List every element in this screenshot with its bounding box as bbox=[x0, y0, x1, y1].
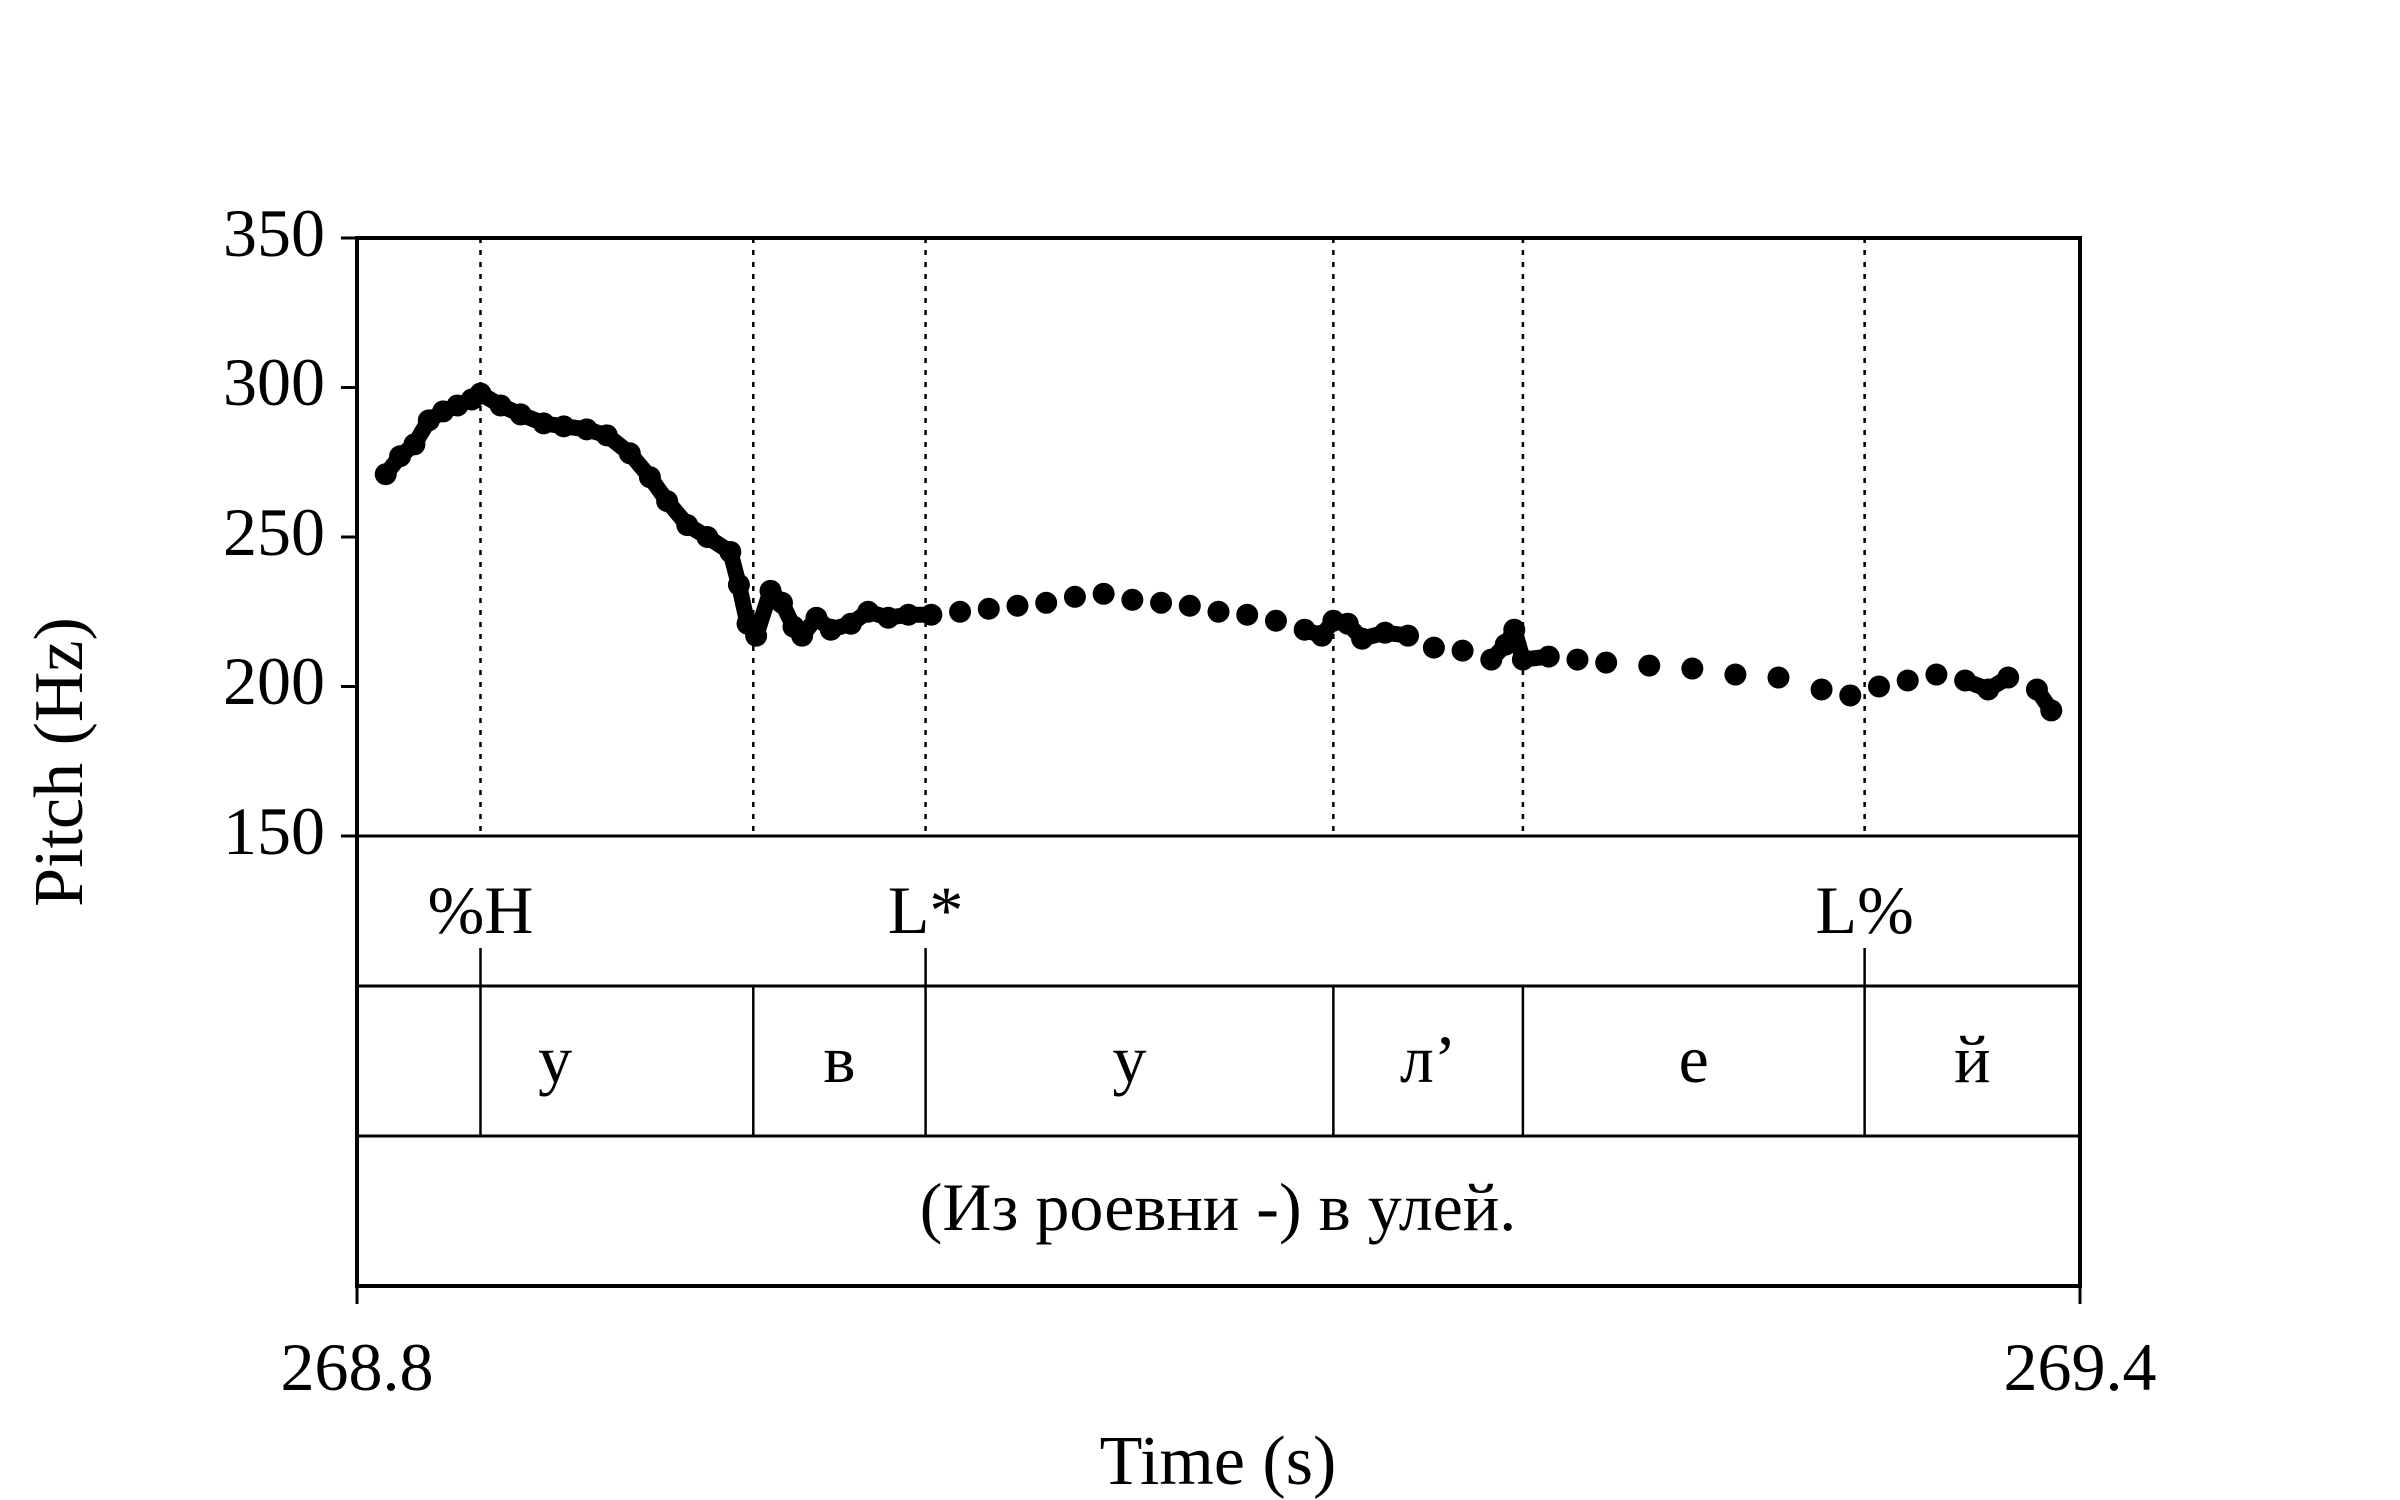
pitch-point bbox=[1925, 663, 1948, 686]
pitch-point bbox=[1422, 636, 1445, 659]
segment-label: у bbox=[1112, 1021, 1146, 1097]
pitch-point bbox=[1207, 600, 1230, 623]
pitch-point bbox=[1006, 594, 1029, 617]
pitch-point bbox=[1121, 588, 1144, 611]
pitch-contour-segment bbox=[1514, 648, 1557, 668]
phrase-label: (Из роевни -) в улей. bbox=[920, 1169, 1516, 1245]
segment-label: л’ bbox=[1400, 1021, 1457, 1097]
x-tick-label: 269.4 bbox=[2004, 1329, 2157, 1405]
tone-label: L% bbox=[1816, 872, 1914, 948]
pitch-point bbox=[1035, 591, 1058, 614]
pitch-point bbox=[1451, 639, 1474, 662]
y-tick-label: 250 bbox=[223, 494, 325, 570]
x-axis-title: Time (s) bbox=[1100, 1423, 1337, 1500]
pitch-point bbox=[1178, 594, 1201, 617]
pitch-point bbox=[1092, 582, 1115, 605]
y-tick-label: 300 bbox=[223, 344, 325, 420]
pitch-points-layer bbox=[374, 382, 2063, 722]
pitch-point bbox=[949, 600, 972, 623]
pitch-point bbox=[1264, 609, 1287, 632]
segment-label: е bbox=[1679, 1021, 1709, 1097]
pitch-point bbox=[977, 597, 1000, 620]
chart-frame bbox=[355, 236, 2082, 1288]
pitch-point bbox=[1595, 651, 1618, 674]
y-axis: 350 300 250 200 150 bbox=[223, 195, 357, 869]
pitch-point bbox=[1767, 666, 1790, 689]
pitch-point bbox=[1638, 654, 1661, 677]
pitch-point bbox=[1681, 657, 1704, 680]
segment-label: у bbox=[538, 1021, 572, 1097]
y-tick-label: 350 bbox=[223, 195, 325, 271]
x-tick-label: 268.8 bbox=[281, 1329, 434, 1405]
x-axis: 268.8 269.4 bbox=[281, 1286, 2157, 1405]
segment-label: й bbox=[1954, 1021, 1990, 1097]
pitch-point bbox=[1724, 663, 1747, 686]
pitch-point bbox=[1150, 591, 1173, 614]
pitch-contour-segment bbox=[1980, 669, 2017, 698]
tone-label: L* bbox=[888, 872, 964, 948]
pitch-point bbox=[1236, 603, 1259, 626]
pitch-point bbox=[1839, 684, 1862, 707]
pitch-point bbox=[1063, 585, 1086, 608]
segment-label: в bbox=[823, 1021, 855, 1097]
segments-tier: у в у л’ е й bbox=[538, 1021, 1990, 1097]
tones-tier: %H L* L% bbox=[428, 872, 1914, 948]
pitch-contour-segment bbox=[2028, 681, 2060, 719]
pitch-contour-segment bbox=[1377, 624, 1417, 644]
y-tick-label: 200 bbox=[223, 643, 325, 719]
pitch-point bbox=[1566, 648, 1589, 671]
pitch-point bbox=[1810, 678, 1833, 701]
pitch-point bbox=[1867, 675, 1890, 698]
y-axis-title: Pitch (Hz) bbox=[21, 617, 98, 907]
y-tick-label: 150 bbox=[223, 793, 325, 869]
tone-label: %H bbox=[428, 872, 534, 948]
pitch-point bbox=[1896, 669, 1919, 692]
boundaries-layer bbox=[479, 238, 1866, 1136]
